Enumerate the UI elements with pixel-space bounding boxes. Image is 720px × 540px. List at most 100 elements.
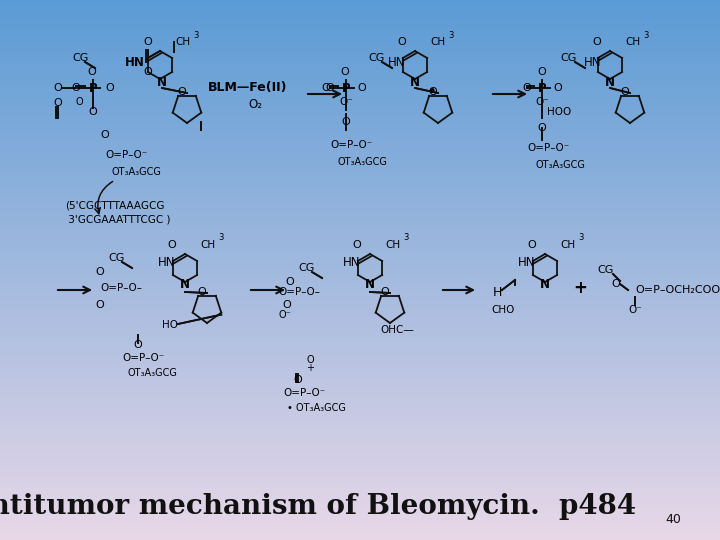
Text: HN: HN [343,255,361,268]
Text: O: O [341,67,349,77]
Text: O: O [134,340,143,350]
Text: CG: CG [108,253,125,263]
Text: 3: 3 [403,233,408,242]
Text: 3: 3 [218,233,223,242]
Text: O: O [168,240,176,250]
Text: CH: CH [200,240,215,250]
Text: OT₃A₃GCG: OT₃A₃GCG [128,368,178,378]
Text: HO: HO [162,320,178,330]
Text: HOO: HOO [547,107,571,117]
Text: O: O [353,240,361,250]
Text: HN: HN [158,255,176,268]
Text: HN: HN [388,56,405,69]
Text: P: P [342,82,351,94]
Text: O⁻: O⁻ [279,310,292,320]
Text: CHO: CHO [491,305,515,315]
Text: O=P–O–: O=P–O– [278,287,320,297]
Text: O: O [96,267,104,277]
Text: OT₃A₃GCG: OT₃A₃GCG [535,160,585,170]
Text: O=P–O⁻: O=P–O⁻ [330,140,372,150]
Text: O: O [554,83,562,93]
Text: O₂: O₂ [248,98,262,111]
Text: • OT₃A₃GCG: • OT₃A₃GCG [287,403,346,413]
Text: O: O [53,98,63,108]
Text: N: N [157,76,167,89]
Text: O: O [96,300,104,310]
Text: O=P–O⁻: O=P–O⁻ [527,143,570,153]
Text: +: + [306,363,314,373]
Text: O: O [178,87,186,97]
Text: OT₃A₃GCG: OT₃A₃GCG [338,157,388,167]
Text: CH: CH [430,37,445,47]
Text: O: O [197,287,207,297]
Text: HN: HN [584,56,601,69]
Text: +: + [573,279,587,297]
Text: P: P [89,82,97,94]
Text: CH: CH [560,240,575,250]
Text: O: O [621,87,629,97]
Text: O: O [381,287,390,297]
Text: O: O [321,83,330,93]
Text: N: N [180,279,190,292]
Text: Antitumor mechanism of Bleomycin.  p484: Antitumor mechanism of Bleomycin. p484 [0,493,636,520]
Text: BLM—Fe(II): BLM—Fe(II) [208,82,288,94]
Text: O: O [528,240,536,250]
Text: O: O [538,123,546,133]
Text: O: O [283,300,292,310]
Text: O: O [143,37,153,47]
Text: •: • [428,85,436,100]
Text: O: O [523,83,531,93]
Text: CG: CG [72,53,89,63]
Text: O: O [306,355,314,365]
Text: CG: CG [560,53,577,63]
Text: O⁻: O⁻ [628,305,642,315]
Text: O: O [341,117,351,127]
Text: 40: 40 [665,513,681,526]
Text: O=P–O⁻: O=P–O⁻ [105,150,148,160]
Text: OT₃A₃GCG: OT₃A₃GCG [112,167,162,177]
Text: OHC—: OHC— [380,325,414,335]
Text: O: O [286,277,294,287]
Text: HN: HN [125,56,145,69]
Text: CG: CG [368,53,384,63]
Text: N: N [410,76,420,89]
Text: O=P–OCH₂COOH: O=P–OCH₂COOH [635,285,720,295]
Text: O⁻: O⁻ [535,97,549,107]
Text: N: N [365,279,375,292]
Text: O: O [397,37,406,47]
Text: O: O [538,67,546,77]
Text: O: O [358,83,366,93]
Text: O: O [53,83,63,93]
Text: O: O [89,107,97,117]
Text: 3: 3 [578,233,583,242]
Text: N: N [605,76,615,89]
Text: CH: CH [175,37,190,47]
Text: O: O [88,67,96,77]
Text: O: O [325,83,334,93]
Text: CH: CH [625,37,640,47]
Text: P: P [538,82,546,94]
Text: O: O [611,279,621,289]
Text: O=P–O⁻: O=P–O⁻ [283,388,325,398]
Text: 3: 3 [643,30,649,39]
Text: O⁻: O⁻ [339,97,353,107]
Text: O: O [294,375,302,385]
Text: CG: CG [298,263,315,273]
Text: CH: CH [385,240,400,250]
Text: (5'CGCTTTAAAGCG: (5'CGCTTTAAAGCG [65,200,164,210]
Text: O: O [593,37,601,47]
Text: O: O [143,67,153,77]
Text: 3: 3 [448,30,454,39]
Text: O=P–O⁻: O=P–O⁻ [122,353,164,363]
Text: O: O [71,83,81,93]
Text: H: H [492,286,502,299]
Text: O: O [101,130,109,140]
Text: O: O [75,97,83,107]
Text: HN: HN [518,255,536,268]
Text: O: O [106,83,114,93]
Text: CG: CG [597,265,613,275]
Text: O=P–O–: O=P–O– [100,283,142,293]
Text: O: O [428,87,437,97]
Text: 3'GCGAAATTTCGC ): 3'GCGAAATTTCGC ) [65,215,171,225]
Text: 3: 3 [193,30,199,39]
